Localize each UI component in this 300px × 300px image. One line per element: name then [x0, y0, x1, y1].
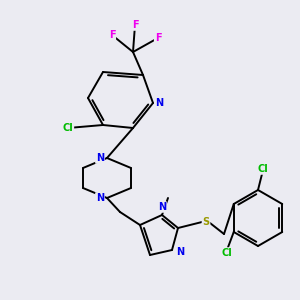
Text: S: S [202, 217, 210, 227]
Text: F: F [155, 33, 161, 43]
Text: N: N [155, 98, 163, 108]
Text: N: N [96, 193, 104, 203]
Text: Cl: Cl [258, 164, 268, 174]
Text: N: N [158, 202, 166, 212]
Text: Cl: Cl [63, 123, 74, 133]
Text: N: N [176, 247, 184, 257]
Text: Cl: Cl [221, 248, 232, 258]
Text: F: F [132, 20, 138, 30]
Text: N: N [96, 153, 104, 163]
Text: F: F [109, 30, 115, 40]
